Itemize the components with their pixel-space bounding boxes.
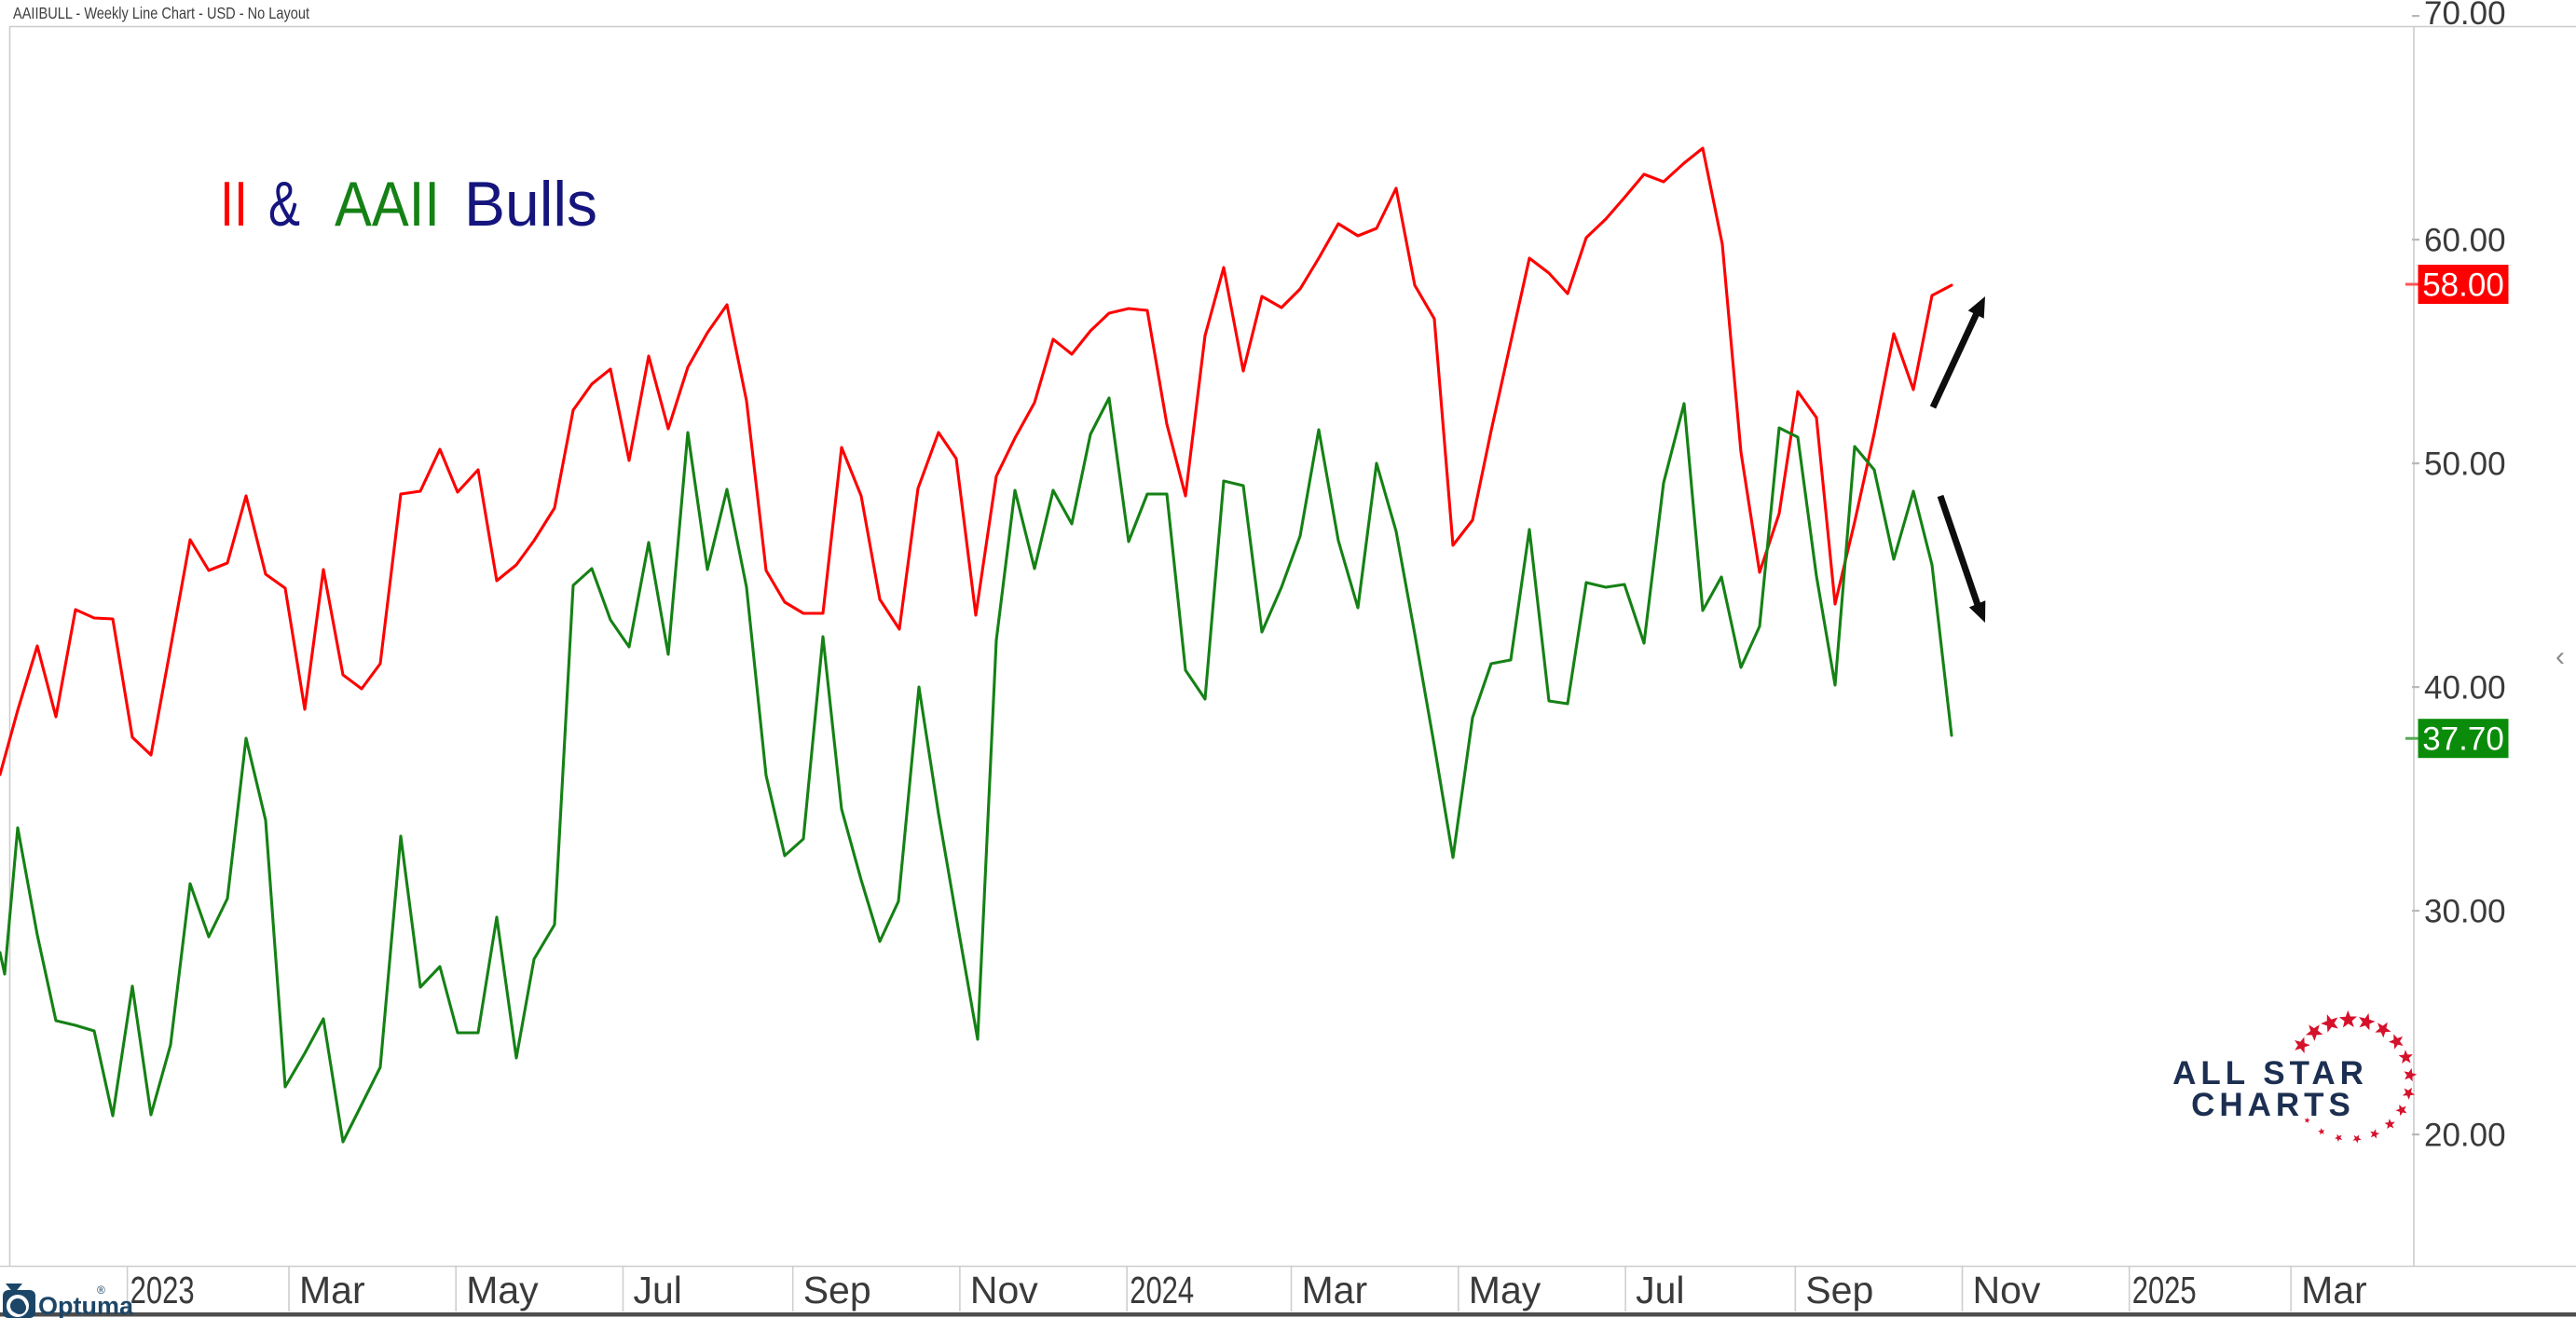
- svg-text:Mar: Mar: [299, 1269, 365, 1311]
- svg-text:Mar: Mar: [1302, 1269, 1368, 1311]
- svg-text:60.00: 60.00: [2424, 223, 2506, 259]
- svg-text:20.00: 20.00: [2424, 1118, 2506, 1154]
- svg-text:2023: 2023: [130, 1269, 195, 1311]
- svg-text:2025: 2025: [2132, 1269, 2197, 1311]
- svg-text:ALL STAR: ALL STAR: [2172, 1055, 2368, 1091]
- svg-text:Mar: Mar: [2301, 1269, 2367, 1311]
- svg-text:Sep: Sep: [803, 1269, 871, 1311]
- svg-text:&: &: [268, 169, 300, 240]
- svg-text:50.00: 50.00: [2424, 446, 2506, 483]
- svg-text:40.00: 40.00: [2424, 670, 2506, 707]
- svg-text:Nov: Nov: [1973, 1269, 2041, 1311]
- svg-text:Sep: Sep: [1805, 1269, 1873, 1311]
- svg-text:2024: 2024: [1130, 1269, 1194, 1311]
- svg-text:II: II: [220, 169, 248, 240]
- svg-text:AAIIBULL - Weekly Line Chart -: AAIIBULL - Weekly Line Chart - USD - No …: [13, 4, 309, 22]
- svg-text:Nov: Nov: [970, 1269, 1038, 1311]
- svg-text:Optuma: Optuma: [38, 1292, 134, 1318]
- svg-text:58.00: 58.00: [2422, 268, 2504, 304]
- svg-text:May: May: [466, 1269, 539, 1311]
- svg-text:AAII: AAII: [335, 169, 440, 240]
- svg-text:37.70: 37.70: [2422, 721, 2504, 758]
- svg-text:30.00: 30.00: [2424, 894, 2506, 930]
- svg-text:Bulls: Bulls: [464, 169, 597, 240]
- svg-text:CHARTS: CHARTS: [2191, 1087, 2355, 1123]
- svg-text:70.00: 70.00: [2424, 0, 2506, 32]
- svg-text:Jul: Jul: [1636, 1269, 1684, 1311]
- svg-text:‹: ‹: [2555, 641, 2565, 672]
- svg-text:®: ®: [97, 1284, 105, 1297]
- svg-text:Jul: Jul: [634, 1269, 682, 1311]
- svg-text:May: May: [1469, 1269, 1541, 1311]
